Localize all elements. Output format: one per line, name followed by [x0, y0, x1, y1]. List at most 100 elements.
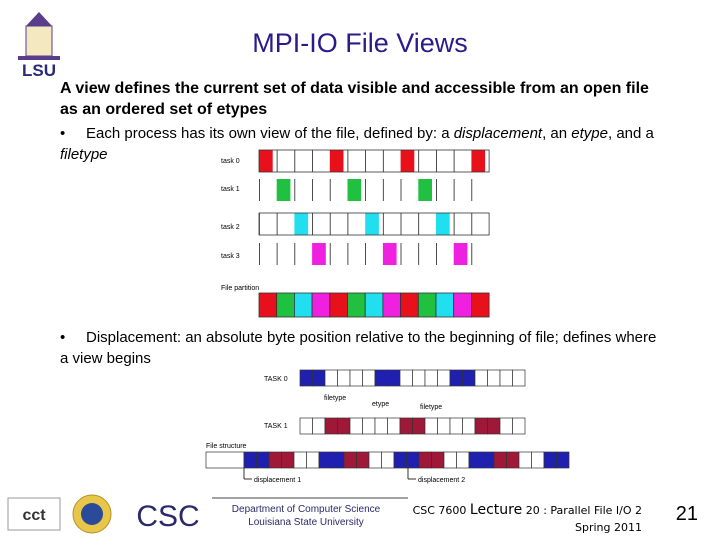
- cell: [276, 150, 278, 172]
- date: Spring 2011: [575, 521, 642, 534]
- cell: [418, 150, 420, 172]
- course-line: CSC 7600 Lecture 20 : Parallel File I/O …: [413, 502, 642, 519]
- partition-cell: [435, 292, 455, 318]
- cell: [412, 369, 426, 387]
- cell: [294, 243, 296, 265]
- course-info: CSC 7600 Lecture 20 : Parallel File I/O …: [413, 502, 642, 536]
- cell: [399, 369, 413, 387]
- dept: Department of Computer Science: [232, 504, 381, 515]
- cell: [276, 243, 278, 265]
- footer-logos: cct CSC Department of Computer Science L…: [7, 494, 408, 534]
- cell: [400, 213, 402, 235]
- cell: [347, 243, 349, 265]
- cell: [471, 150, 486, 172]
- task-label: TASK 0: [264, 376, 288, 383]
- cell: [259, 243, 260, 265]
- file-cell: [431, 451, 445, 469]
- cell: [436, 179, 437, 201]
- annotation: filetype: [324, 395, 346, 402]
- cell: [512, 417, 526, 435]
- cell: [449, 417, 463, 435]
- file-cell: [381, 451, 395, 469]
- page-number: 21: [675, 503, 698, 525]
- text: CSC 7600: [412, 504, 470, 517]
- partition-cell: [453, 292, 472, 318]
- partition-cell: [417, 292, 437, 318]
- cell: [487, 417, 501, 435]
- file-cell: [543, 451, 557, 469]
- structure-label: File structure: [206, 443, 247, 450]
- bullet-2: • Displacement: an absolute byte position…: [60, 327, 660, 369]
- partition-cell: [311, 292, 331, 318]
- cell: [436, 150, 437, 172]
- task-label: task 0: [221, 158, 240, 165]
- partition-cell: [294, 292, 313, 318]
- file-cell: [318, 451, 332, 469]
- cell: [337, 417, 351, 435]
- cell: [312, 213, 313, 235]
- tower: [25, 25, 53, 57]
- bullet-dot: •: [60, 125, 66, 142]
- cell: [324, 369, 338, 387]
- file-cell: [493, 451, 507, 469]
- row-frame: [258, 149, 490, 173]
- cell: [471, 213, 473, 235]
- partition-cell: [382, 292, 401, 318]
- cell: [294, 150, 296, 172]
- lsu-logo: LSU: [18, 12, 60, 80]
- file-cell: [331, 451, 345, 469]
- annotation: etype: [372, 401, 389, 408]
- task-label: task 3: [221, 253, 240, 260]
- file-cell: [556, 451, 570, 469]
- cell: [312, 179, 313, 201]
- cell: [471, 179, 473, 201]
- text: , an: [542, 125, 572, 142]
- cell: [259, 179, 260, 201]
- file-cell: [443, 451, 457, 469]
- cell: [437, 369, 451, 387]
- cell: [312, 369, 326, 387]
- file-cell: [281, 451, 295, 469]
- bullet-1: • Each process has its own view of the fi…: [60, 123, 660, 165]
- text: , and a: [607, 125, 654, 142]
- cell: [312, 417, 326, 435]
- cct-box: [7, 497, 61, 531]
- cell: [418, 213, 420, 235]
- partition-cell: [364, 292, 384, 318]
- cell: [349, 417, 363, 435]
- cell: [365, 243, 366, 265]
- cell: [399, 417, 413, 435]
- file-cell: [518, 451, 532, 469]
- cell: [329, 243, 331, 265]
- cell: [436, 213, 450, 235]
- cell: [347, 150, 349, 172]
- file-cell: [393, 451, 407, 469]
- cell: [324, 417, 338, 435]
- partition-cell: [258, 292, 278, 318]
- cell: [453, 179, 455, 201]
- header-cell: [205, 451, 245, 469]
- cell: [337, 369, 351, 387]
- cell: [312, 243, 326, 265]
- cct-logo: cct: [22, 507, 46, 524]
- partition-cell: [276, 292, 295, 318]
- annotation: displacement 2: [418, 477, 465, 484]
- cell: [374, 369, 388, 387]
- file-cell: [368, 451, 382, 469]
- cell: [453, 150, 455, 172]
- figure-1: task 0 task 1 task 2 task 3 File partiti…: [221, 149, 490, 318]
- partition-cell: [470, 292, 490, 318]
- cell: [362, 417, 376, 435]
- cell: [418, 243, 420, 265]
- cell: [349, 369, 363, 387]
- cell: [259, 150, 273, 172]
- file-cell: [268, 451, 282, 469]
- cell: [299, 369, 313, 387]
- file-cell: [343, 451, 357, 469]
- cell: [453, 243, 468, 265]
- cell: [471, 243, 473, 265]
- cell: [487, 369, 501, 387]
- file-cell: [406, 451, 420, 469]
- text: Each process has its own view of the fil…: [86, 125, 454, 142]
